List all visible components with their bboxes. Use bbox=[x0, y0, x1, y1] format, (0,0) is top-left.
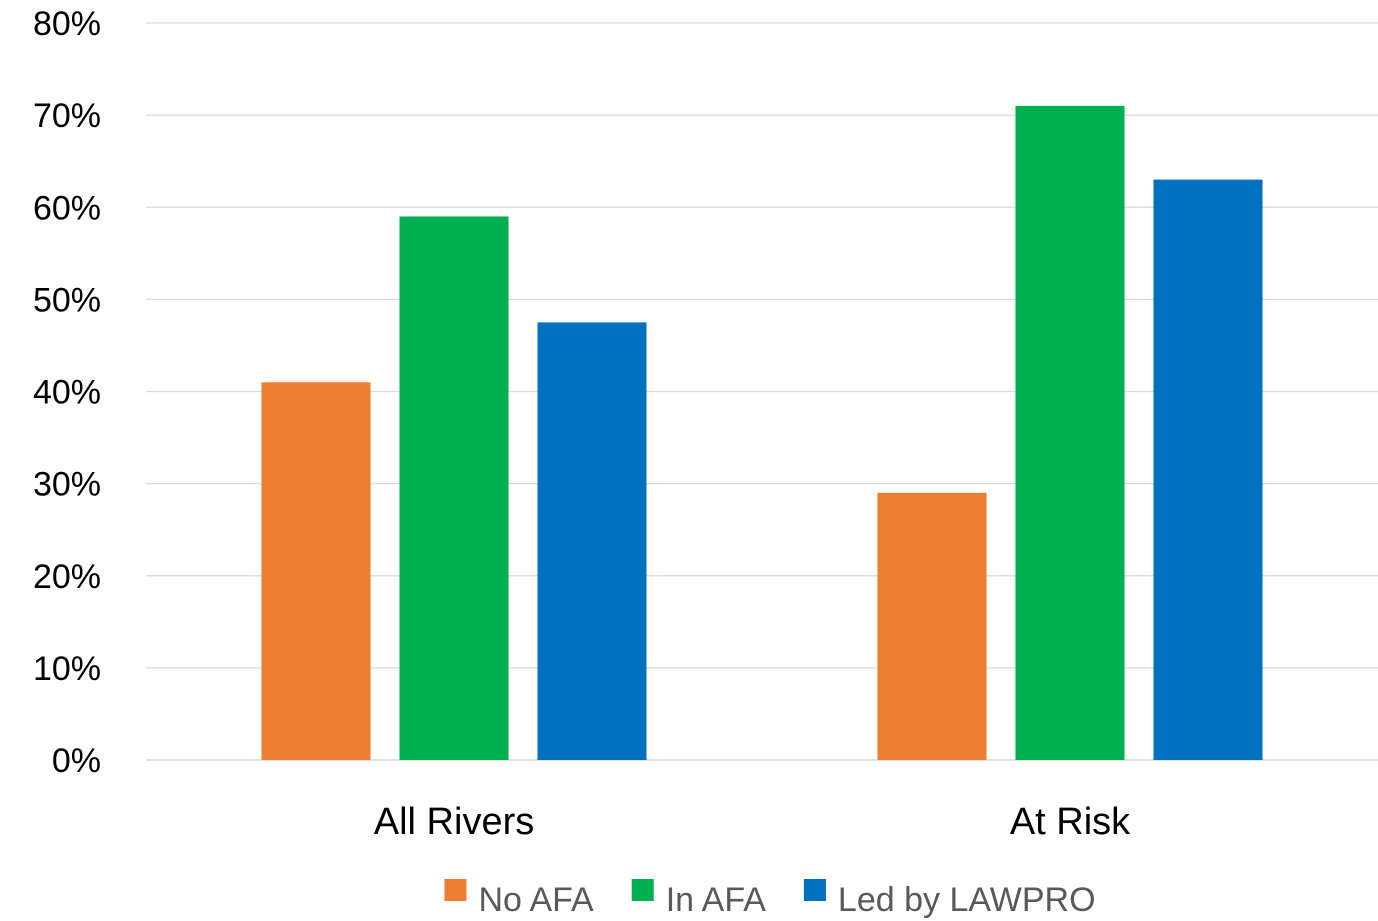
bar-led-by-lawpro-all-rivers bbox=[537, 322, 647, 760]
bar-in-afa-at-risk bbox=[1015, 105, 1125, 761]
legend: No AFA In AFA Led by LAWPRO bbox=[444, 879, 1096, 919]
y-tick-label: 70% bbox=[33, 97, 101, 135]
legend-swatch bbox=[803, 879, 826, 901]
x-axis-category-labels: All Rivers At Risk bbox=[374, 801, 1131, 843]
legend-label: In AFA bbox=[666, 881, 766, 919]
y-tick-label: 60% bbox=[33, 189, 101, 227]
bar-no-afa-all-rivers bbox=[261, 382, 371, 760]
bars bbox=[261, 105, 1263, 761]
category-label: All Rivers bbox=[374, 801, 534, 843]
legend-label: No AFA bbox=[478, 881, 594, 919]
y-tick-label: 30% bbox=[33, 466, 101, 504]
legend-swatch bbox=[631, 879, 654, 901]
y-tick-label: 20% bbox=[33, 558, 101, 596]
legend-item-in-afa: In AFA bbox=[631, 879, 766, 919]
y-axis-tick-labels: 0% 10% 20% 30% 40% 50% 60% 70% 80% bbox=[33, 5, 101, 780]
legend-label: Led by LAWPRO bbox=[838, 881, 1096, 919]
bar-in-afa-all-rivers bbox=[399, 216, 509, 760]
legend-item-led-by-lawpro: Led by LAWPRO bbox=[803, 879, 1096, 919]
legend-item-no-afa: No AFA bbox=[444, 879, 594, 919]
y-tick-label: 0% bbox=[52, 742, 101, 780]
y-tick-label: 40% bbox=[33, 374, 101, 412]
y-tick-label: 10% bbox=[33, 650, 101, 688]
y-tick-label: 80% bbox=[33, 5, 101, 43]
legend-swatch bbox=[444, 879, 467, 901]
bar-no-afa-at-risk bbox=[877, 492, 987, 760]
y-tick-label: 50% bbox=[33, 281, 101, 319]
category-label: At Risk bbox=[1010, 801, 1131, 843]
bar-led-by-lawpro-at-risk bbox=[1153, 179, 1263, 761]
